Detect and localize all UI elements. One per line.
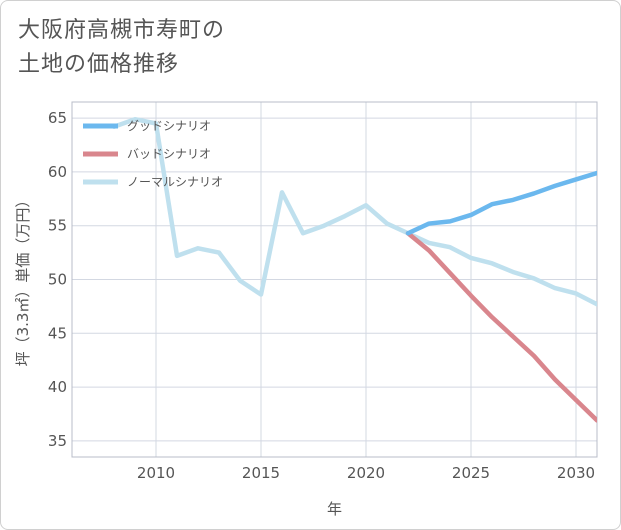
series-line-0: [405, 170, 597, 236]
y-tick-label: 55: [48, 217, 67, 235]
x-tick-label: 2025: [452, 464, 490, 482]
x-tick-label: 2015: [242, 464, 280, 482]
y-axis-ticks: 35 40 45 50 55 60 65: [48, 109, 67, 450]
legend-label: グッドシナリオ: [127, 119, 211, 133]
y-tick-label: 45: [48, 324, 67, 342]
y-tick-label: 50: [48, 271, 67, 289]
chart-title: 大阪府高槻市寿町の 土地の価格推移: [18, 18, 226, 77]
x-tick-label: 2010: [137, 464, 175, 482]
x-tick-label: 2030: [557, 464, 595, 482]
x-tick-label: 2020: [347, 464, 385, 482]
y-axis-title: 坪（3.3㎡）単価（万円）: [14, 193, 32, 367]
y-tick-label: 40: [48, 378, 67, 396]
plot-area: [71, 101, 598, 458]
legend-label: ノーマルシナリオ: [127, 175, 223, 189]
series-lines: [111, 116, 597, 423]
legend-label: バッドシナリオ: [127, 147, 211, 161]
series-line-1: [405, 230, 597, 423]
x-axis-title: 年: [327, 500, 342, 518]
y-tick-label: 35: [48, 432, 67, 450]
x-axis-ticks: 2010 2015 2020 2025 2030: [137, 464, 595, 482]
y-tick-label: 60: [48, 163, 67, 181]
series-line-2: [111, 116, 597, 307]
y-tick-label: 65: [48, 109, 67, 127]
